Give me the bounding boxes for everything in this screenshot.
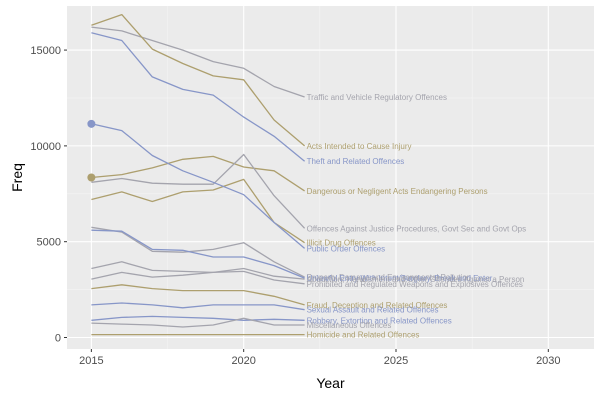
grid-minor: [67, 6, 594, 349]
series-label: Offences Against Justice Procedures, Gov…: [307, 224, 527, 233]
series-labels: Traffic and Vehicle Regulatory Offences A…: [307, 93, 527, 340]
series-marker: [87, 173, 96, 182]
series-line: [91, 32, 306, 162]
series-line: [91, 26, 305, 98]
series-label: Prohibited and Regulated Weapons and Exp…: [307, 280, 523, 289]
series-line: [91, 178, 305, 244]
series-label: Sexual Assault and Related Offences: [307, 306, 439, 315]
series-label: Property Damage and Environmental Pollut…: [307, 273, 472, 282]
y-axis-ticks: 0 5000 10000 15000: [30, 45, 67, 345]
series-line: [91, 13, 306, 147]
series-line: [91, 270, 305, 285]
x-tick-label: 2020: [231, 355, 255, 367]
series-label: Fraud, Deception and Related Offences: [307, 301, 448, 310]
series-label: Miscellaneous Offences: [307, 321, 392, 330]
x-tick-label: 2030: [536, 355, 560, 367]
series-lines: [91, 13, 306, 336]
series-line: [91, 229, 305, 279]
series-line: [91, 284, 305, 306]
series-label: Robbery, Extortion and Related Offences: [307, 316, 452, 325]
y-tick-label: 5000: [37, 237, 61, 249]
y-tick-label: 15000: [30, 45, 61, 57]
series-label: Illicit Drug Offences: [307, 239, 376, 248]
series-label: Theft and Related Offences: [307, 157, 405, 166]
y-tick-label: 10000: [30, 141, 61, 153]
x-axis-title: Year: [316, 375, 345, 391]
y-tick-label: 0: [55, 333, 61, 345]
y-axis-title: Freq: [9, 163, 25, 192]
series-label: Dangerous or Negligent Acts Endangering …: [307, 187, 488, 196]
series-markers: [87, 119, 96, 182]
panel-background: [67, 6, 594, 349]
series-line: [91, 315, 305, 321]
series-label: Acts Intended to Cause Injury: [307, 142, 412, 151]
series-label: Homicide and Related Offences: [307, 331, 420, 340]
x-tick-label: 2025: [384, 355, 408, 367]
series-line: [91, 261, 305, 280]
series-line: [91, 317, 305, 328]
x-tick-label: 2015: [79, 355, 103, 367]
series-label: Public Order Offences: [307, 244, 386, 253]
series-line: [91, 302, 305, 311]
series-line: [91, 155, 305, 192]
series-label: Traffic and Vehicle Regulatory Offences: [307, 93, 447, 102]
series-line: [91, 226, 305, 278]
series-label: Unlawful Entry With Intent/Burglary, Bre…: [307, 274, 493, 283]
x-axis-ticks: 2015 2020 2025 2030: [79, 349, 561, 367]
series-line: [91, 123, 306, 249]
series-marker: [87, 119, 96, 128]
series-line: [91, 153, 306, 229]
series-label: Abduction, Harassment and Other Offences…: [307, 275, 525, 284]
